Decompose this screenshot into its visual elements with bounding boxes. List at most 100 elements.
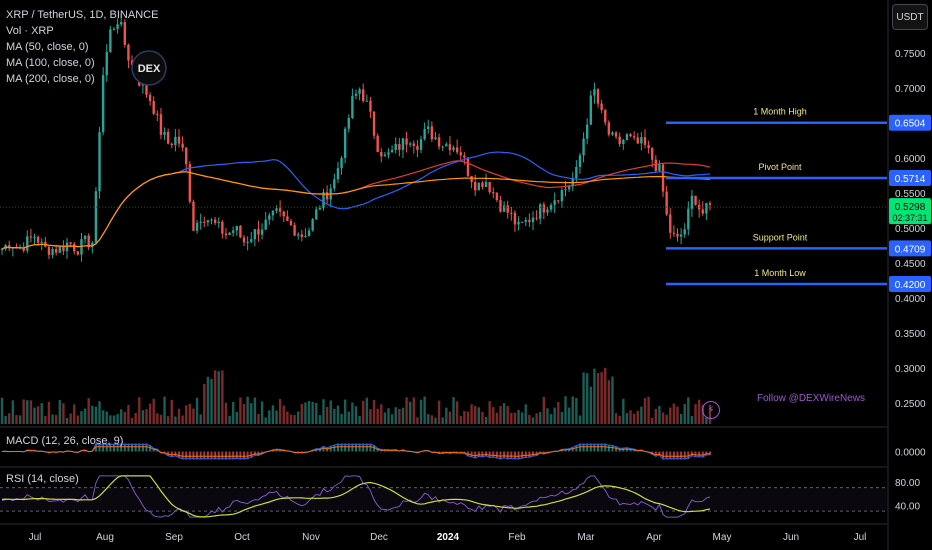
volume-bar xyxy=(665,414,668,424)
symbol-title: XRP / TetherUS, 1D, BINANCE xyxy=(6,9,159,21)
candle-body xyxy=(22,247,25,251)
indicator-volume[interactable]: Vol · XRP xyxy=(6,25,54,37)
indicator-ma50[interactable]: MA (50, close, 0) xyxy=(6,41,89,53)
candle-body xyxy=(65,242,69,252)
candle-body xyxy=(253,229,257,240)
candle-body xyxy=(152,101,155,114)
volume-bar xyxy=(163,396,166,424)
macd-histogram-bar xyxy=(495,451,498,459)
volume-bar xyxy=(484,416,488,424)
time-tick-label: Jul xyxy=(29,532,42,543)
volume-bar xyxy=(445,407,448,424)
candle-body xyxy=(531,217,535,223)
candle-body xyxy=(654,159,658,171)
macd-histogram-bar xyxy=(607,444,610,452)
candle-body xyxy=(343,128,347,158)
macd-histogram-bar xyxy=(524,451,527,458)
volume-bar xyxy=(239,397,242,424)
candle-body xyxy=(618,136,621,145)
candle-body xyxy=(690,195,694,209)
candle-body xyxy=(195,222,199,231)
volume-bar xyxy=(257,413,260,424)
candle-body xyxy=(213,219,217,224)
candle-body xyxy=(470,175,473,182)
volume-bar xyxy=(268,410,271,424)
candle-body xyxy=(289,220,293,226)
indicator-ma200[interactable]: MA (200, close, 0) xyxy=(6,73,95,85)
volume-bar xyxy=(120,409,123,424)
volume-bar xyxy=(51,414,54,424)
level-name: Support Point xyxy=(753,232,808,242)
candle-body xyxy=(112,28,116,30)
candle-body xyxy=(502,205,506,212)
volume-bar xyxy=(575,397,578,424)
currency-button[interactable]: USDT xyxy=(892,4,928,30)
candle-body xyxy=(307,230,311,236)
candle-body xyxy=(347,118,350,129)
candle-body xyxy=(683,229,686,235)
price-tick-label: 0.4000 xyxy=(895,294,926,305)
candle-body xyxy=(542,204,546,213)
candle-body xyxy=(679,234,683,237)
volume-bar xyxy=(26,400,29,424)
lightning-icon[interactable]: ⚡ xyxy=(702,401,720,419)
candle-body xyxy=(596,89,600,104)
volume-bar xyxy=(304,402,307,424)
volume-bar xyxy=(434,417,437,424)
volume-bar xyxy=(83,408,87,424)
volume-bar xyxy=(651,417,654,424)
volume-bar xyxy=(76,415,80,424)
volume-bar xyxy=(513,412,517,424)
volume-bar xyxy=(166,416,170,424)
candle-body xyxy=(419,139,423,150)
macd-histogram-bar xyxy=(488,451,491,458)
macd-histogram-bar xyxy=(203,451,206,460)
macd-histogram-bar xyxy=(355,443,357,452)
macd-histogram-bar xyxy=(513,451,516,460)
macd-histogram-bar xyxy=(578,443,581,452)
candle-body xyxy=(235,225,238,231)
candle-body xyxy=(369,100,372,112)
macd-histogram-bar xyxy=(224,451,227,460)
macd-histogram-bar xyxy=(593,443,596,452)
macd-histogram-bar xyxy=(701,451,704,458)
volume-bar xyxy=(329,400,332,424)
volume-bar xyxy=(596,373,600,424)
macd-label[interactable]: MACD (12, 26, close, 9) xyxy=(6,435,124,447)
level-name: Pivot Point xyxy=(758,162,802,172)
volume-bar xyxy=(134,412,137,424)
macd-histogram-bar xyxy=(477,451,480,457)
volume-bar xyxy=(286,411,289,424)
candle-body xyxy=(185,147,188,165)
volume-bar xyxy=(69,413,72,424)
candle-body xyxy=(228,232,231,236)
candle-body xyxy=(593,89,596,96)
candle-body xyxy=(33,236,36,238)
volume-bar xyxy=(333,408,336,424)
time-tick-label: Mar xyxy=(577,532,595,543)
volume-bar xyxy=(376,408,379,424)
candle-body xyxy=(246,241,249,243)
macd-histogram-bar xyxy=(192,451,195,460)
volume-bar xyxy=(0,397,4,424)
macd-histogram-bar xyxy=(362,443,365,452)
volume-bar xyxy=(582,372,585,424)
volume-bar xyxy=(365,397,369,424)
current-price-tag xyxy=(889,198,931,225)
candle-body xyxy=(495,193,499,200)
volume-bar xyxy=(235,411,238,424)
candle-body xyxy=(466,157,470,176)
volume-bar xyxy=(647,396,650,424)
volume-bar xyxy=(123,412,127,424)
rsi-label[interactable]: RSI (14, close) xyxy=(6,473,79,485)
candle-body xyxy=(394,143,397,150)
indicator-ma100[interactable]: MA (100, close, 0) xyxy=(6,57,95,69)
volume-bar xyxy=(383,412,387,424)
price-tick-label: 0.6000 xyxy=(895,154,926,165)
volume-bar xyxy=(101,410,105,424)
candle-body xyxy=(174,136,177,146)
volume-bar xyxy=(289,414,293,424)
volume-bar xyxy=(380,404,383,424)
candle-body xyxy=(54,249,58,253)
